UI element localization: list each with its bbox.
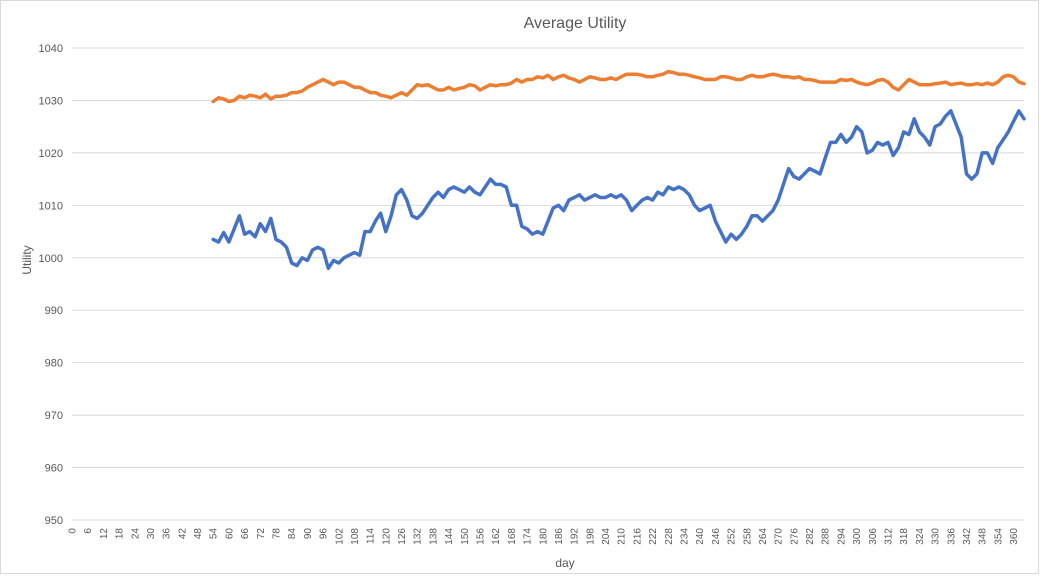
series-lines bbox=[211, 69, 1026, 271]
x-tick-label: 6 bbox=[83, 528, 94, 534]
x-tick-label: 132 bbox=[413, 528, 424, 545]
x-tick-label: 48 bbox=[193, 528, 204, 540]
x-tick-label: 12 bbox=[99, 528, 110, 540]
x-tick-label: 186 bbox=[554, 528, 565, 545]
y-axis-label: Utility bbox=[20, 245, 34, 274]
x-tick-label: 312 bbox=[884, 528, 895, 545]
x-tick-label: 108 bbox=[350, 528, 361, 545]
y-tick-label: 1000 bbox=[39, 253, 63, 265]
x-tick-label: 114 bbox=[366, 528, 377, 544]
x-tick-label: 234 bbox=[680, 528, 691, 545]
x-tick-label: 246 bbox=[711, 528, 722, 545]
x-tick-label: 96 bbox=[319, 528, 330, 540]
x-tick-label: 138 bbox=[428, 528, 439, 545]
x-axis-label: day bbox=[555, 556, 574, 570]
x-tick-label: 150 bbox=[460, 528, 471, 545]
x-tick-label: 354 bbox=[993, 528, 1004, 545]
x-tick-label: 0 bbox=[68, 528, 79, 534]
x-tick-label: 204 bbox=[601, 528, 612, 545]
y-tick-label: 970 bbox=[45, 410, 63, 422]
x-tick-label: 360 bbox=[1009, 528, 1020, 545]
x-tick-label: 306 bbox=[868, 528, 879, 545]
x-tick-label: 30 bbox=[146, 528, 157, 540]
x-tick-label: 60 bbox=[224, 528, 235, 540]
x-tick-label: 162 bbox=[491, 528, 502, 545]
x-tick-label: 276 bbox=[789, 528, 800, 545]
x-tick-label: 318 bbox=[899, 528, 910, 545]
x-tick-label: 252 bbox=[727, 528, 738, 545]
x-tick-label: 144 bbox=[444, 528, 455, 545]
x-tick-label: 18 bbox=[115, 528, 126, 540]
x-tick-label: 36 bbox=[162, 528, 173, 540]
y-axis-ticks: 950 960 970 980 990 1000 1010 1020 1030 1040 bbox=[39, 43, 63, 527]
x-tick-label: 192 bbox=[570, 528, 581, 545]
y-tick-label: 1040 bbox=[39, 43, 63, 55]
y-tick-label: 980 bbox=[45, 358, 63, 370]
x-tick-label: 180 bbox=[538, 528, 549, 545]
x-tick-label: 288 bbox=[821, 528, 832, 545]
x-tick-label: 216 bbox=[632, 528, 643, 545]
x-tick-label: 168 bbox=[507, 528, 518, 545]
x-tick-label: 72 bbox=[256, 528, 267, 540]
y-tick-label: 1020 bbox=[39, 148, 63, 160]
x-tick-label: 270 bbox=[774, 528, 785, 545]
x-tick-label: 126 bbox=[397, 528, 408, 545]
x-tick-label: 90 bbox=[303, 528, 314, 540]
x-tick-label: 24 bbox=[130, 528, 141, 540]
x-tick-label: 228 bbox=[664, 528, 675, 545]
y-tick-label: 950 bbox=[45, 515, 63, 527]
series-line-1 bbox=[211, 109, 1026, 271]
gridlines bbox=[72, 47, 1024, 521]
x-tick-label: 156 bbox=[476, 528, 487, 545]
x-tick-label: 198 bbox=[585, 528, 596, 545]
x-tick-label: 240 bbox=[695, 528, 706, 545]
y-tick-label: 1010 bbox=[39, 200, 63, 212]
x-tick-label: 330 bbox=[931, 528, 942, 545]
x-tick-label: 210 bbox=[617, 528, 628, 545]
y-tick-label: 960 bbox=[45, 463, 63, 475]
series-line-2 bbox=[211, 69, 1026, 104]
x-tick-label: 102 bbox=[334, 528, 345, 545]
x-tick-label: 300 bbox=[852, 528, 863, 545]
x-tick-label: 222 bbox=[648, 528, 659, 545]
x-tick-label: 294 bbox=[836, 528, 847, 545]
x-tick-label: 258 bbox=[742, 528, 753, 545]
x-tick-label: 336 bbox=[946, 528, 957, 545]
y-tick-label: 990 bbox=[45, 305, 63, 317]
x-tick-label: 66 bbox=[240, 528, 251, 540]
y-tick-label: 1030 bbox=[39, 95, 63, 107]
x-tick-label: 348 bbox=[978, 528, 989, 545]
x-tick-label: 120 bbox=[381, 528, 392, 545]
x-tick-label: 282 bbox=[805, 528, 816, 545]
chart-title: Average Utility bbox=[524, 15, 627, 32]
x-tick-label: 84 bbox=[287, 528, 298, 540]
x-tick-label: 342 bbox=[962, 528, 973, 545]
x-tick-label: 264 bbox=[758, 528, 769, 545]
x-axis-ticks: 0 6 12 18 24 30 36 42 48 54 60 66 72 78 84 90 96 102 108 11… bbox=[68, 528, 1021, 545]
x-tick-label: 324 bbox=[915, 528, 926, 545]
x-tick-label: 42 bbox=[177, 528, 188, 540]
x-tick-label: 54 bbox=[209, 528, 220, 540]
x-tick-label: 78 bbox=[272, 528, 283, 540]
x-tick-label: 174 bbox=[523, 528, 534, 545]
